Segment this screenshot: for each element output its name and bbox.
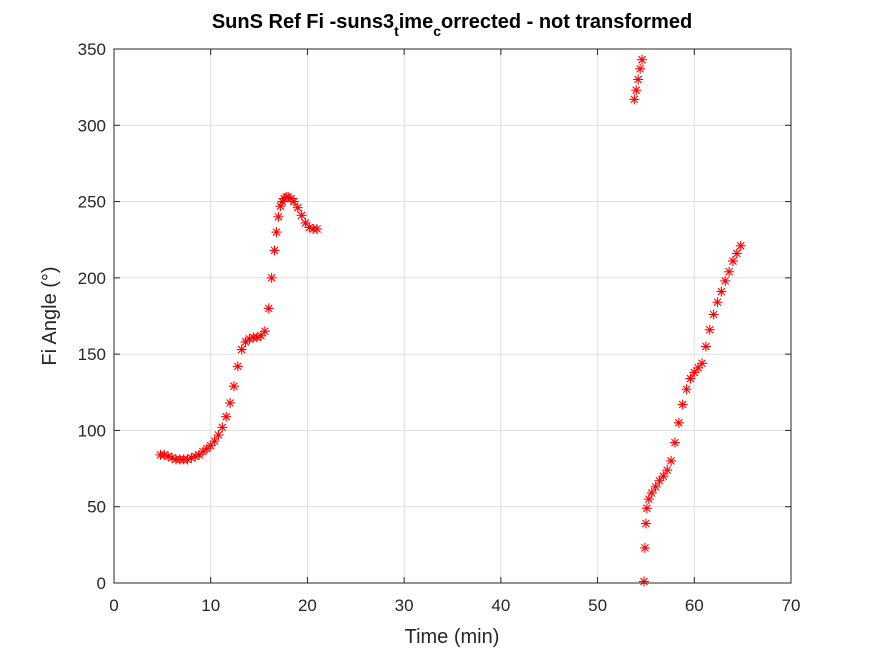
data-point bbox=[221, 411, 232, 422]
data-point bbox=[666, 455, 677, 466]
x-tick-label: 10 bbox=[201, 596, 220, 615]
data-point bbox=[708, 309, 719, 320]
data-point bbox=[631, 85, 642, 96]
data-point bbox=[312, 224, 323, 235]
data-point bbox=[633, 74, 644, 85]
x-tick-label: 40 bbox=[491, 596, 510, 615]
data-point bbox=[669, 437, 680, 448]
y-tick-label: 200 bbox=[78, 269, 106, 288]
data-point bbox=[673, 417, 684, 428]
data-point bbox=[292, 202, 303, 213]
y-tick-label: 100 bbox=[78, 421, 106, 440]
data-point bbox=[638, 576, 649, 587]
data-point bbox=[259, 326, 270, 337]
y-tick-label: 350 bbox=[78, 40, 106, 59]
data-point bbox=[731, 248, 742, 259]
x-tick-label: 60 bbox=[685, 596, 704, 615]
tick-labels: 0 10 20 30 40 50 60 70 0 50 100 150 200 250 300 350 bbox=[78, 40, 801, 615]
data-point bbox=[635, 63, 646, 74]
plot-area-frame bbox=[113, 48, 792, 584]
data-point bbox=[720, 275, 731, 286]
chart-title-subscript-1: t bbox=[394, 23, 399, 39]
data-point bbox=[662, 465, 673, 476]
data-point bbox=[712, 297, 723, 308]
chart-title-part-1: SunS Ref Fi -suns3 bbox=[212, 11, 394, 33]
x-axis-label: Time (min) bbox=[405, 626, 500, 648]
data-point bbox=[716, 286, 727, 297]
y-axis-label: Fi Angle (°) bbox=[39, 266, 61, 365]
data-points bbox=[155, 54, 746, 587]
data-point bbox=[269, 245, 280, 256]
data-point bbox=[677, 399, 688, 410]
data-point bbox=[685, 373, 696, 384]
y-tick-label: 0 bbox=[97, 574, 106, 593]
x-tick-label: 20 bbox=[298, 596, 317, 615]
y-tick-label: 50 bbox=[87, 498, 106, 517]
data-point bbox=[296, 210, 307, 221]
chart-title-subscript-2: c bbox=[433, 23, 441, 39]
data-point bbox=[213, 430, 224, 441]
y-tick-label: 300 bbox=[78, 116, 106, 135]
data-point bbox=[228, 381, 239, 392]
x-tick-label: 50 bbox=[588, 596, 607, 615]
x-tick-label: 0 bbox=[109, 596, 118, 615]
data-point bbox=[629, 94, 640, 105]
chart-title-part-3: orrected - not transformed bbox=[441, 11, 692, 33]
chart-title: SunS Ref Fi -suns3timecorrected - not tr… bbox=[212, 11, 692, 39]
data-point bbox=[283, 191, 294, 202]
y-tick-label: 250 bbox=[78, 193, 106, 212]
data-point bbox=[643, 494, 654, 505]
data-point bbox=[681, 384, 692, 395]
data-point bbox=[236, 344, 247, 355]
data-point bbox=[266, 272, 277, 283]
data-point bbox=[288, 196, 299, 207]
data-point bbox=[217, 422, 228, 433]
data-point bbox=[727, 256, 738, 267]
data-point bbox=[650, 481, 661, 492]
data-point bbox=[724, 266, 735, 277]
data-point bbox=[640, 518, 651, 529]
data-point bbox=[641, 503, 652, 514]
data-point bbox=[658, 471, 669, 482]
data-point bbox=[639, 542, 650, 553]
data-point bbox=[225, 397, 236, 408]
data-point bbox=[263, 303, 274, 314]
data-point bbox=[273, 211, 284, 222]
x-tick-label: 70 bbox=[782, 596, 801, 615]
y-tick-label: 150 bbox=[78, 345, 106, 364]
data-point bbox=[209, 436, 220, 447]
chart-title-part-2: ime bbox=[399, 11, 433, 33]
data-point bbox=[700, 341, 711, 352]
data-point bbox=[735, 240, 746, 251]
data-point bbox=[271, 227, 282, 238]
grid bbox=[114, 49, 791, 583]
data-point bbox=[205, 440, 216, 451]
data-point bbox=[197, 446, 208, 457]
axis-ticks bbox=[113, 48, 792, 584]
data-point bbox=[646, 487, 657, 498]
x-tick-label: 30 bbox=[395, 596, 414, 615]
data-point bbox=[704, 324, 715, 335]
data-point bbox=[637, 54, 648, 65]
data-point bbox=[232, 361, 243, 372]
data-point bbox=[697, 358, 708, 369]
